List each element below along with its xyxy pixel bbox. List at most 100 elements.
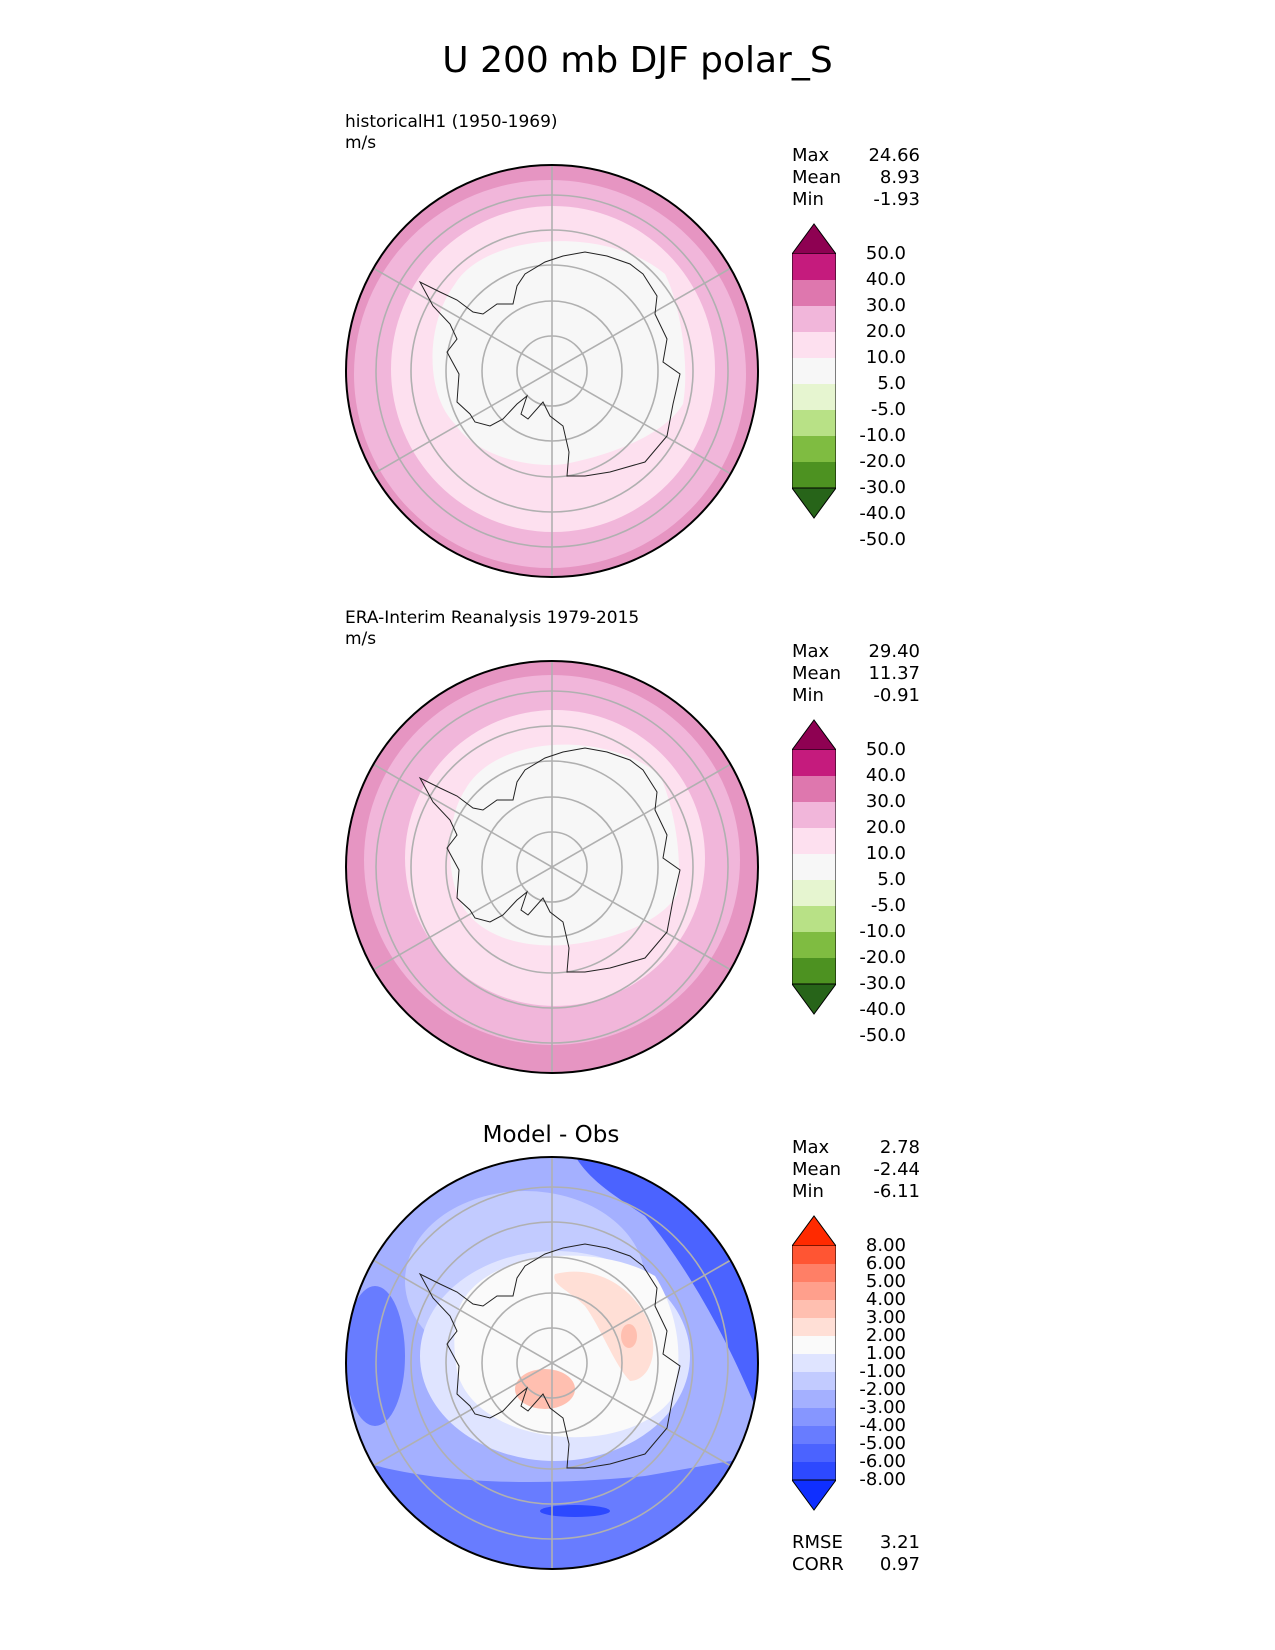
diff-colorbar-segment [792,1444,836,1463]
test-panel-units: m/s [345,133,377,153]
test-band-5 [432,241,686,465]
diff-colorbar-tick-label: 4.00 [865,1289,906,1310]
ref-polar-map [345,660,759,1074]
test-colorbar-tick-label: -40.0 [859,503,906,524]
diff-colorbar-segment [792,1354,836,1373]
diff-colorbar-tick-label: -3.00 [859,1397,906,1418]
diff-colorbar-tick-label: -6.00 [859,1451,906,1472]
ref-colorbar-tick-label: 10.0 [865,843,906,864]
test-colorbar-tick-label: -50.0 [859,529,906,550]
rmse-label: RMSE [792,1532,843,1553]
diff-colorbar-segment [792,1246,836,1265]
diff-colorbar [792,1215,836,1511]
ref-panel-name: ERA-Interim Reanalysis 1979-2015 [345,608,640,628]
ref-coastline [418,747,681,973]
diff-min-patch [540,1505,610,1517]
ref-min-label: Min [792,685,824,706]
ref-colorbar-tick-label: -5.0 [870,895,906,916]
diff-colorbar-tick-label: 1.00 [865,1343,906,1364]
ref-colorbar-arrow-top [792,719,836,751]
diff-stats: Max 2.78 Mean -2.44 Min -6.11 [792,1137,920,1203]
test-graticule [372,165,732,577]
test-map-border [345,164,759,578]
ref-colorbar-segment [792,880,836,907]
test-colorbar-tick-label: 30.0 [865,295,906,316]
diff-colorbar-segment [792,1408,836,1427]
diff-positive-center [515,1369,575,1409]
diff-colorbar-segment [792,1318,836,1337]
test-min-label: Min [792,189,824,210]
ref-max-value: 29.40 [868,641,920,662]
test-colorbar-labels: 50.0 40.0 30.0 20.0 10.0 5.0 -5.0 -10.0 -20.0 -30… [836,222,906,549]
test-colorbar-tick-label: 40.0 [865,269,906,290]
diff-colorbar-tick-label: -8.00 [859,1469,906,1490]
ref-max-label: Max [792,641,830,662]
diff-colorbar-arrow-bottom [792,1479,836,1511]
test-panel-subtitle: historicalH1 (1950-1969) m/s [345,112,558,154]
diff-coastline [418,1243,681,1469]
ref-colorbar-segment [792,958,836,985]
diff-colorbar-segment [792,1282,836,1301]
diff-colorbar-labels: 8.00 6.00 5.00 4.00 3.00 2.00 1.00 -1.00 -2.00 -3… [836,1214,906,1512]
ref-stats: Max 29.40 Mean 11.37 Min -0.91 [792,641,920,707]
diff-colorbar-tick-label: -1.00 [859,1361,906,1382]
ref-colorbar-tick-label: -40.0 [859,999,906,1020]
ref-colorbar-segment [792,802,836,829]
diff-min-label: Min [792,1181,824,1202]
test-colorbar-arrow-bottom [792,487,836,519]
test-colorbar-segment [792,410,836,437]
ref-colorbar-segment [792,776,836,803]
test-colorbar-segment [792,462,836,489]
test-colorbar-arrow-top [792,223,836,255]
diff-colorbar-segment [792,1264,836,1283]
ref-colorbar-tick-label: -50.0 [859,1025,906,1046]
ref-colorbar-segment [792,828,836,855]
diff-max-label: Max [792,1137,830,1158]
diff-positive-peak [621,1324,637,1348]
ref-colorbar-tick-label: 40.0 [865,765,906,786]
diff-mean-label: Mean [792,1159,842,1180]
diff-polar-map [345,1156,759,1570]
rmse-value: 3.21 [879,1532,920,1553]
ref-colorbar-tick-label: 50.0 [865,739,906,760]
diff-colorbar-tick-label: 2.00 [865,1325,906,1346]
test-max-value: 24.66 [868,145,920,166]
test-panel-name: historicalH1 (1950-1969) [345,112,558,132]
test-colorbar-segment [792,436,836,463]
test-coastline [418,251,681,477]
test-colorbar-tick-label: 5.0 [877,373,906,394]
ref-panel-units: m/s [345,629,377,649]
test-colorbar-segment [792,332,836,359]
test-colorbar-tick-label: 10.0 [865,347,906,368]
diff-colorbar-tick-label: 8.00 [865,1235,906,1256]
ref-colorbar-tick-label: -20.0 [859,947,906,968]
diff-colorbar-segment [792,1372,836,1391]
diff-min-value: -6.11 [873,1181,920,1202]
diff-band-west [346,1286,405,1426]
ref-colorbar-arrow-bottom [792,983,836,1015]
corr-value: 0.97 [879,1554,920,1575]
ref-colorbar-labels: 50.0 40.0 30.0 20.0 10.0 5.0 -5.0 -10.0 -20.0 -30… [836,718,906,1045]
test-max-label: Max [792,145,830,166]
diff-colorbar-segment [792,1390,836,1409]
ref-colorbar-segment [792,750,836,777]
test-colorbar-tick-label: -20.0 [859,451,906,472]
diff-colorbar-segment [792,1300,836,1319]
diff-colorbar-tick-label: 5.00 [865,1271,906,1292]
test-colorbar-segment [792,384,836,411]
corr-label: CORR [792,1554,844,1575]
test-colorbar-tick-label: -5.0 [870,399,906,420]
ref-colorbar-tick-label: 30.0 [865,791,906,812]
diff-colorbar-tick-label: 3.00 [865,1307,906,1328]
test-colorbar-tick-label: -30.0 [859,477,906,498]
diff-colorbar-segment [792,1426,836,1445]
test-colorbar-tick-label: 50.0 [865,243,906,264]
diff-panel-title: Model - Obs [482,1122,620,1148]
ref-colorbar-tick-label: 5.0 [877,869,906,890]
diff-colorbar-arrow-top [792,1215,836,1247]
test-colorbar-segment [792,254,836,281]
ref-panel-subtitle: ERA-Interim Reanalysis 1979-2015 m/s [345,608,639,650]
ref-map-border [345,660,759,1074]
diff-graticule [372,1157,732,1569]
diff-colorbar-segment [792,1336,836,1355]
